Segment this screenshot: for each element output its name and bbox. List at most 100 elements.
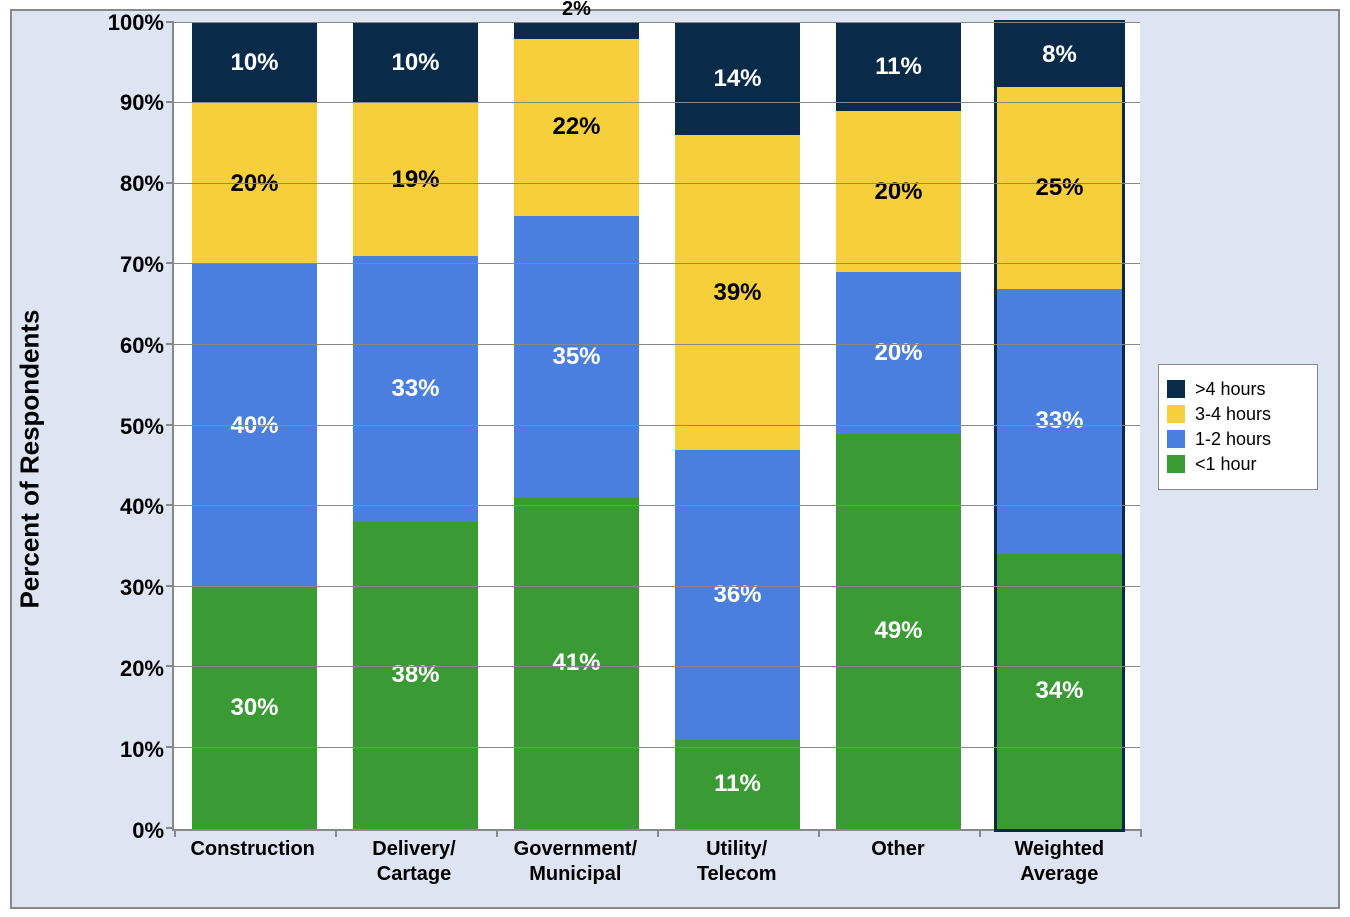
bar-segment: 38% [353,522,479,828]
x-axis-labels-row: ConstructionDelivery/CartageGovernment/M… [92,831,1318,887]
gridline [174,747,1140,748]
segment-label: 11% [875,53,922,81]
bar-segment: 19% [353,103,479,256]
y-tick-label: 90% [120,90,164,116]
x-tickmark [496,829,498,837]
bar-segment: 33% [997,289,1123,555]
legend-item: 1-2 hours [1167,429,1309,450]
bar-group: 34% 33% 25% 8% [979,23,1140,829]
legend-label: >4 hours [1195,379,1266,400]
gridline [174,505,1140,506]
x-tickmark [174,829,176,837]
y-tickmark [166,665,174,667]
legend-spacer [1140,831,1318,887]
segment-label: 40% [230,412,278,440]
plot-wrap: 0%10%20%30%40%50%60%70%80%90%100% 30%40%… [92,23,1318,887]
gridline [174,344,1140,345]
y-tick-label: 60% [120,333,164,359]
segment-label: 2% [562,0,591,21]
bar-segment: 20% [836,272,962,433]
bar-segment: 30% [192,587,318,829]
bar: 49%20%20%11% [836,23,962,829]
plot-area: 30% 40% 20% 10% 38% 33% 19% 10% 41% 35% 22% 2% 11% 36… [172,23,1140,831]
segment-label: 33% [1035,407,1083,435]
chart-container: Percent of Respondents 0%10%20%30%40%50%… [10,9,1340,909]
bar: 41% 35% 22% 2% [514,23,640,829]
segment-label: 22% [552,113,600,141]
bar: 30% 40% 20% 10% [192,23,318,829]
legend-swatch [1167,380,1185,398]
bar-segment: 33% [353,256,479,522]
bar-segment: 36% [675,450,801,740]
legend-swatch [1167,430,1185,448]
legend-item: >4 hours [1167,379,1309,400]
x-tickmark [1140,829,1142,837]
y-tickmark [166,182,174,184]
x-tickmark [657,829,659,837]
y-tickmark [166,101,174,103]
gridline [174,263,1140,264]
segment-label: 49% [874,617,922,645]
segment-label: 34% [1035,677,1083,705]
segment-label: 20% [230,170,278,198]
segment-label: 39% [713,279,761,307]
y-tick-label: 80% [120,171,164,197]
y-tickmark [166,21,174,23]
x-axis-label: Construction [172,831,333,887]
y-tick-label: 40% [120,494,164,520]
bar-segment: 11% [675,740,801,829]
y-tickmark [166,262,174,264]
segment-label: 14% [713,65,761,93]
gridline [174,425,1140,426]
legend-label: 3-4 hours [1195,404,1271,425]
bar-segment: 11% [836,23,962,112]
x-tickmark [335,829,337,837]
bar-segment: 10% [353,23,479,104]
bar-segment: 49% [836,434,962,829]
legend-label: <1 hour [1195,454,1257,475]
x-axis-label: Other [817,831,978,887]
segment-label: 41% [552,649,600,677]
y-tickmark [166,343,174,345]
bar-segment: 25% [997,87,1123,289]
segment-label: 33% [391,375,439,403]
bar-segment: 14% [675,23,801,136]
segment-label: 35% [552,343,600,371]
legend-swatch [1167,405,1185,423]
bar-segment: 2% [514,23,640,39]
y-tick-label: 10% [120,737,164,763]
y-tickmark [166,424,174,426]
y-tick-label: 50% [120,414,164,440]
y-tick-label: 70% [120,252,164,278]
bar-segment: 22% [514,39,640,216]
bar: 38% 33% 19% 10% [353,23,479,829]
bar-group: 41% 35% 22% 2% [496,23,657,829]
gridline [174,586,1140,587]
x-axis-label: WeightedAverage [979,831,1140,887]
gridline [174,666,1140,667]
x-axis-label: Government/Municipal [495,831,656,887]
gridline [174,22,1140,23]
legend-swatch [1167,455,1185,473]
bars-layer: 30% 40% 20% 10% 38% 33% 19% 10% 41% 35% 22% 2% 11% 36… [174,23,1140,829]
legend-label: 1-2 hours [1195,429,1271,450]
y-tick-label: 100% [108,10,164,36]
y-tickmark [166,585,174,587]
y-tick-label: 20% [120,656,164,682]
y-tickmark [166,746,174,748]
segment-label: 10% [230,49,278,77]
segment-label: 8% [1042,41,1077,69]
legend: >4 hours 3-4 hours 1-2 hours <1 hour [1158,364,1318,490]
y-tickmark [166,504,174,506]
bar-segment: 20% [192,103,318,264]
legend-item: 3-4 hours [1167,404,1309,425]
bar-segment: 40% [192,264,318,586]
y-tick-label: 30% [120,575,164,601]
segment-label: 19% [391,166,439,194]
segment-label: 11% [714,770,761,798]
plot-top: 0%10%20%30%40%50%60%70%80%90%100% 30%40%… [92,23,1318,831]
bar-group: 38% 33% 19% 10% [335,23,496,829]
y-axis-ticks: 0%10%20%30%40%50%60%70%80%90%100% [92,23,172,831]
legend-item: <1 hour [1167,454,1309,475]
segment-label: 30% [230,694,278,722]
